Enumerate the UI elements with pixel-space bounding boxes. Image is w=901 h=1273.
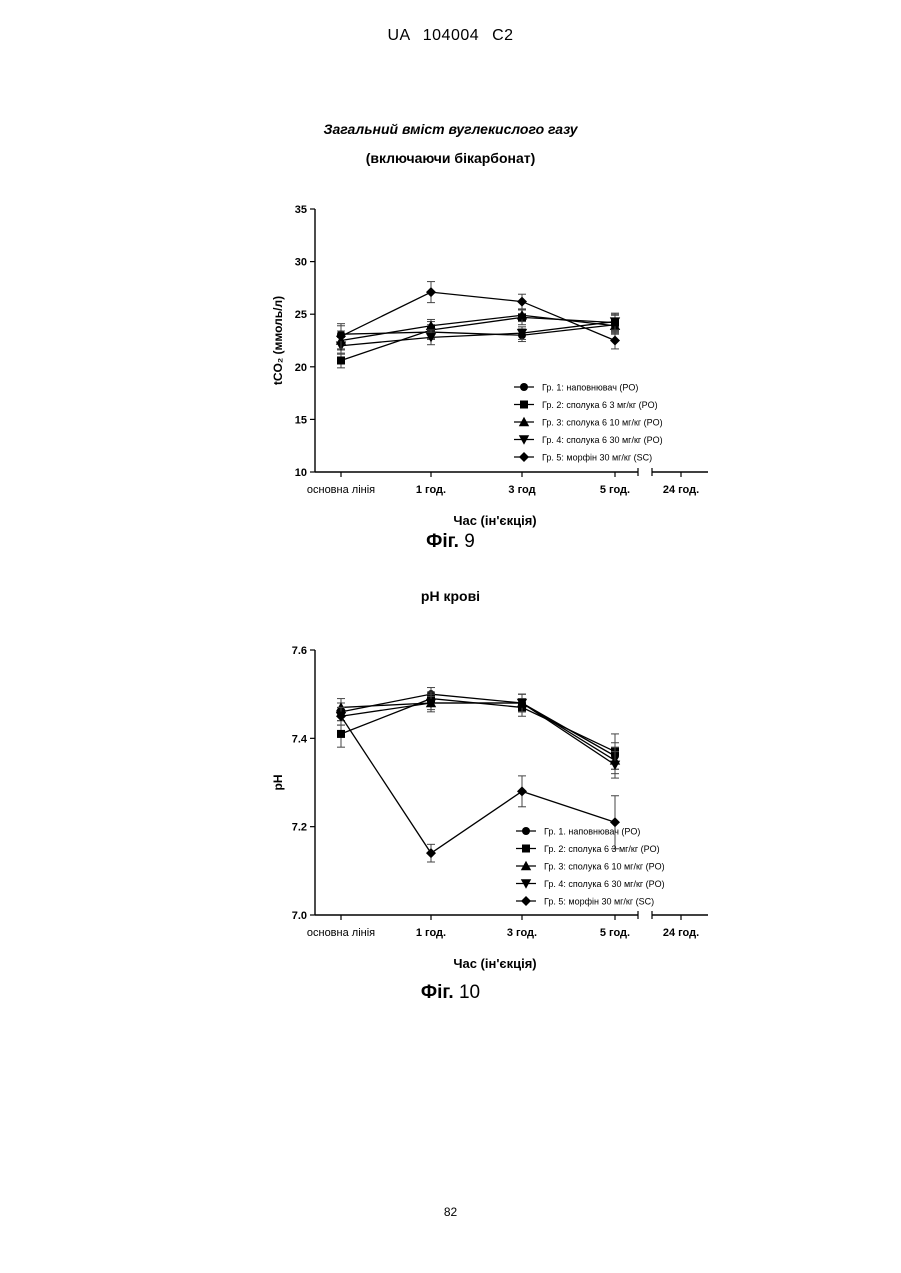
- chart2-series-5-point: [517, 786, 527, 796]
- figure-10-label: Фіг. 10: [0, 982, 901, 1004]
- ph-chart: 7.0 7.2 7.4 7.6 основна лінія 1 год. 3 год. 5 г…: [0, 0, 901, 1273]
- chart2-y-tick-label: 7.4: [292, 733, 308, 745]
- chart2-legend-label: Гр. 2: сполука 6 3 мг/кг (PO): [544, 844, 660, 854]
- chart2-x-tick-label: 3 год.: [507, 927, 537, 939]
- chart2-legend-label: Гр. 5: морфін 30 мг/кг (SC): [544, 897, 654, 907]
- chart2-x-axis-label: Час (ін'єкція): [453, 956, 536, 971]
- chart2-series-2-line: [341, 699, 615, 752]
- chart2-legend-label: Гр. 1. наповнювач (PO): [544, 827, 640, 837]
- figure-10-prefix: Фіг.: [421, 982, 454, 1003]
- chart2-y-tick-label: 7.0: [292, 910, 307, 922]
- chart2-x-tick-label: 5 год.: [600, 927, 630, 939]
- page-number: 82: [0, 1205, 901, 1219]
- chart2-series-4-point: [610, 761, 620, 770]
- chart2-y-tick-label: 7.6: [292, 645, 307, 657]
- chart2-x-tick-label: 24 год.: [663, 927, 699, 939]
- chart2-x-tick-label: основна лінія: [307, 927, 375, 939]
- chart2-series-5-point: [426, 848, 436, 858]
- chart2-y-axis-label: pH: [271, 775, 285, 791]
- chart2-legend-label: Гр. 3: сполука 6 10 мг/кг (PO): [544, 862, 665, 872]
- chart2-legend-marker: [522, 845, 530, 853]
- chart2-legend-label: Гр. 4: сполука 6 30 мг/кг (PO): [544, 879, 665, 889]
- chart2-x-tick-label: 1 год.: [416, 927, 446, 939]
- chart2-legend-marker: [522, 827, 530, 835]
- chart2-series-4-line: [341, 703, 615, 765]
- chart2-y-tick-label: 7.2: [292, 822, 307, 834]
- chart2-series-2-point: [337, 730, 345, 738]
- figure-10-number: 10: [459, 982, 480, 1003]
- chart2-legend-marker: [521, 896, 531, 906]
